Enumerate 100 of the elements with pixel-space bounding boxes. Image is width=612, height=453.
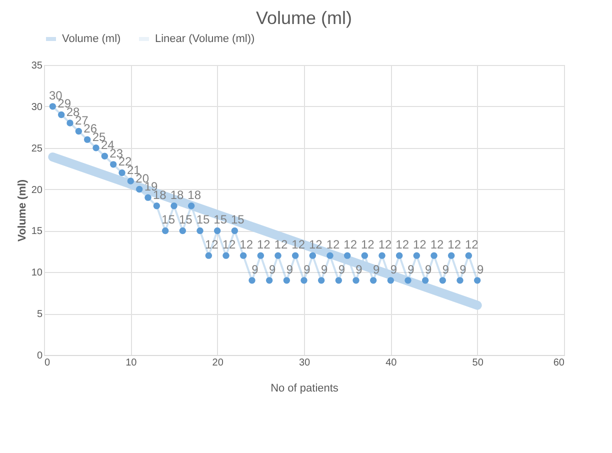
data-label: 12 — [430, 238, 444, 252]
point — [456, 277, 464, 284]
data-label: 18 — [188, 188, 202, 202]
point — [179, 227, 186, 234]
y-tick-label: 20 — [31, 184, 43, 196]
data-label: 9 — [476, 262, 484, 276]
point — [84, 136, 91, 143]
point — [474, 277, 481, 284]
data-label: 12 — [256, 238, 271, 252]
x-tick-label: 10 — [126, 358, 138, 368]
legend-label: Volume (ml) — [62, 33, 121, 45]
data-label: 9 — [372, 262, 380, 276]
data-label: 12 — [204, 238, 219, 252]
point — [266, 277, 273, 284]
point — [430, 252, 438, 259]
point — [240, 252, 247, 259]
point — [300, 277, 308, 284]
point — [378, 252, 386, 259]
point — [66, 120, 74, 126]
point — [309, 252, 316, 259]
x-tick-label: 20 — [212, 358, 224, 368]
data-label: 12 — [396, 238, 410, 252]
point — [292, 252, 299, 259]
point — [118, 169, 126, 176]
x-tick-label: 60 — [553, 358, 565, 368]
legend-label: Linear (Volume (ml)) — [155, 33, 255, 45]
y-tick-label: 10 — [31, 268, 43, 279]
point — [58, 111, 65, 118]
data-label: 12 — [448, 238, 462, 252]
point — [318, 277, 325, 284]
data-label: 9 — [268, 262, 276, 276]
point — [153, 202, 160, 210]
point — [335, 277, 342, 284]
point — [448, 252, 455, 259]
y-tick-label: 5 — [36, 309, 43, 320]
x-tick-label: 30 — [298, 358, 310, 368]
data-label: 15 — [230, 212, 245, 227]
y-tick-label: 0 — [36, 350, 43, 362]
point — [49, 103, 56, 110]
data-label: 12 — [222, 238, 236, 252]
point — [205, 252, 212, 259]
point — [170, 202, 178, 210]
x-axis-title: No of patients — [270, 382, 339, 394]
point — [222, 252, 230, 259]
point — [231, 227, 238, 234]
point — [162, 227, 169, 234]
data-label: 12 — [378, 238, 392, 252]
point — [465, 252, 472, 259]
point — [188, 202, 195, 210]
data-label: 15 — [178, 212, 193, 227]
point — [422, 277, 429, 284]
point — [101, 152, 108, 160]
point — [92, 144, 100, 152]
data-label: 9 — [304, 262, 311, 276]
point — [439, 277, 446, 284]
data-label: 9 — [320, 262, 328, 276]
point — [404, 277, 412, 284]
data-label: 9 — [338, 262, 346, 276]
point — [144, 194, 152, 201]
y-tick-label: 25 — [31, 143, 43, 154]
x-tick-label: 40 — [386, 358, 398, 368]
point — [248, 277, 256, 284]
point — [196, 227, 204, 234]
data-label: 12 — [344, 238, 358, 252]
chart-title: Volume (ml) — [256, 8, 352, 28]
point — [361, 252, 368, 259]
point — [214, 227, 221, 234]
point — [370, 277, 377, 284]
data-label: 12 — [412, 238, 427, 252]
data-label: 9 — [252, 262, 259, 276]
point — [274, 252, 282, 259]
data-label: 9 — [460, 262, 467, 276]
data-label: 12 — [240, 238, 254, 252]
point — [326, 252, 334, 259]
point — [257, 252, 264, 259]
x-tick-label: 0 — [44, 358, 50, 368]
point — [127, 178, 134, 184]
point — [136, 186, 143, 193]
point — [110, 161, 117, 168]
data-label: 9 — [356, 262, 363, 276]
data-label: 9 — [408, 262, 415, 276]
point — [387, 277, 394, 284]
data-label: 9 — [442, 262, 450, 276]
data-label: 15 — [162, 212, 176, 227]
point — [413, 252, 420, 259]
data-label: 12 — [360, 238, 375, 252]
data-label: 12 — [326, 238, 340, 252]
point — [75, 128, 82, 135]
data-label: 12 — [274, 238, 288, 252]
y-tick-label: 15 — [31, 226, 43, 238]
data-label: 9 — [390, 262, 398, 276]
data-label: 12 — [464, 238, 479, 252]
data-label: 18 — [170, 188, 184, 202]
point — [283, 277, 290, 284]
point — [344, 252, 351, 259]
point — [352, 277, 360, 284]
y-axis-title: Volume (ml) — [16, 179, 28, 242]
data-label: 15 — [196, 212, 210, 227]
data-label: 9 — [424, 262, 432, 276]
data-label: 9 — [286, 262, 294, 276]
